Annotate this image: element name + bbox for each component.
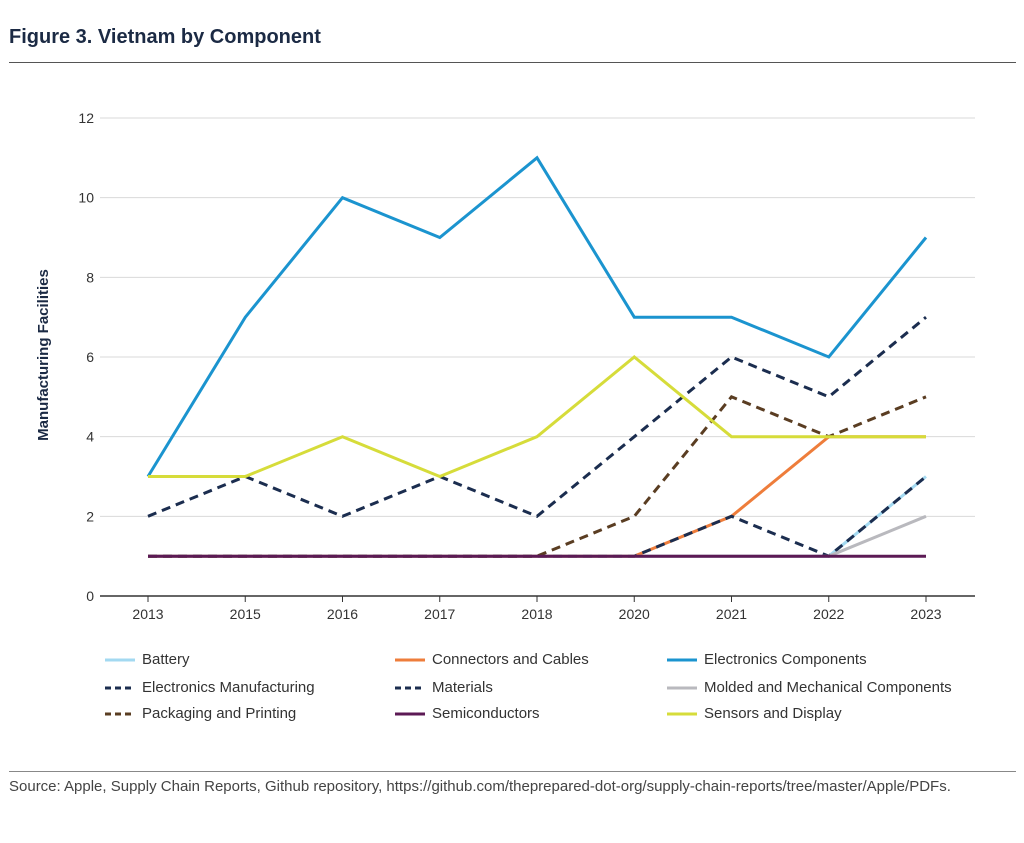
- legend-item-packaging-and-printing: Packaging and Printing: [105, 705, 296, 722]
- legend-item-sensors-and-display: Sensors and Display: [667, 705, 842, 722]
- axes: 0 2 4 6 8 10 12 2013 2015 2016 2017 2018 2020 2021 202…: [78, 110, 975, 622]
- legend-label: Connectors and Cables: [432, 651, 589, 668]
- legend-item-semiconductors: Semiconductors: [395, 705, 540, 722]
- legend-item-electronics-components: Electronics Components: [667, 651, 867, 668]
- legend-item-connectors-and-cables: Connectors and Cables: [395, 651, 589, 668]
- legend-swatch: [395, 686, 425, 689]
- legend-label: Electronics Components: [704, 651, 867, 668]
- legend-swatch: [667, 712, 697, 715]
- line-chart: 0 2 4 6 8 10 12 2013 2015 2016 2017 2018 2020 2021 202…: [35, 110, 975, 622]
- legend-swatch: [105, 712, 135, 715]
- legend-label: Battery: [142, 651, 190, 668]
- legend-label: Semiconductors: [432, 705, 540, 722]
- series-line-connectors-and-cables: [148, 435, 926, 558]
- legend-label: Packaging and Printing: [142, 705, 297, 722]
- x-tick-label: 2021: [716, 606, 747, 622]
- legend-label: Sensors and Display: [704, 705, 842, 722]
- legend-item-molded-and-mechanical-components: Molded and Mechanical Components: [667, 679, 952, 696]
- series-line-electronics-components: [146, 155, 928, 478]
- legend-swatch: [395, 712, 425, 715]
- y-tick-label: 8: [86, 269, 94, 285]
- legend-swatch: [105, 686, 135, 689]
- x-tick-label: 2018: [521, 606, 552, 622]
- series-lines: [146, 155, 928, 558]
- legend-swatch: [667, 686, 697, 689]
- legend-item-battery: Battery: [105, 651, 190, 668]
- y-tick-label: 2: [86, 508, 94, 524]
- legend-label: Electronics Manufacturing: [142, 679, 315, 696]
- title-divider: [9, 62, 1016, 63]
- x-tick-label: 2016: [327, 606, 358, 622]
- y-tick-label: 4: [86, 429, 94, 445]
- legend-label: Molded and Mechanical Components: [704, 679, 952, 696]
- y-tick-label: 0: [86, 588, 94, 604]
- series-line-molded-and-mechanical-components: [148, 514, 927, 558]
- x-tick-label: 2023: [910, 606, 941, 622]
- legend-item-electronics-manufacturing: Electronics Manufacturing: [105, 679, 315, 696]
- gridlines: [100, 117, 975, 517]
- series-line-materials: [148, 475, 927, 558]
- series-line-packaging-and-printing: [148, 394, 927, 558]
- x-tick-label: 2022: [813, 606, 844, 622]
- legend-swatch: [105, 658, 135, 661]
- legend-item-materials: Materials: [395, 679, 493, 696]
- legend-swatch: [667, 658, 697, 661]
- y-tick-label: 6: [86, 349, 94, 365]
- x-tick-label: 2017: [424, 606, 455, 622]
- legend-label: Materials: [432, 679, 493, 696]
- x-tick-label: 2015: [230, 606, 261, 622]
- source-divider: [9, 771, 1016, 772]
- series-line-electronics-manufacturing: [147, 316, 927, 519]
- y-tick-label: 10: [78, 190, 94, 206]
- series-line-sensors-and-display: [148, 355, 926, 479]
- y-tick-label: 12: [78, 110, 94, 126]
- x-tick-label: 2013: [132, 606, 163, 622]
- legend-swatch: [395, 658, 425, 661]
- source-note: Source: Apple, Supply Chain Reports, Git…: [9, 778, 951, 795]
- x-tick-label: 2020: [619, 606, 650, 622]
- y-axis-label: Manufacturing Facilities: [35, 269, 52, 441]
- figure-title: Figure 3. Vietnam by Component: [9, 26, 321, 48]
